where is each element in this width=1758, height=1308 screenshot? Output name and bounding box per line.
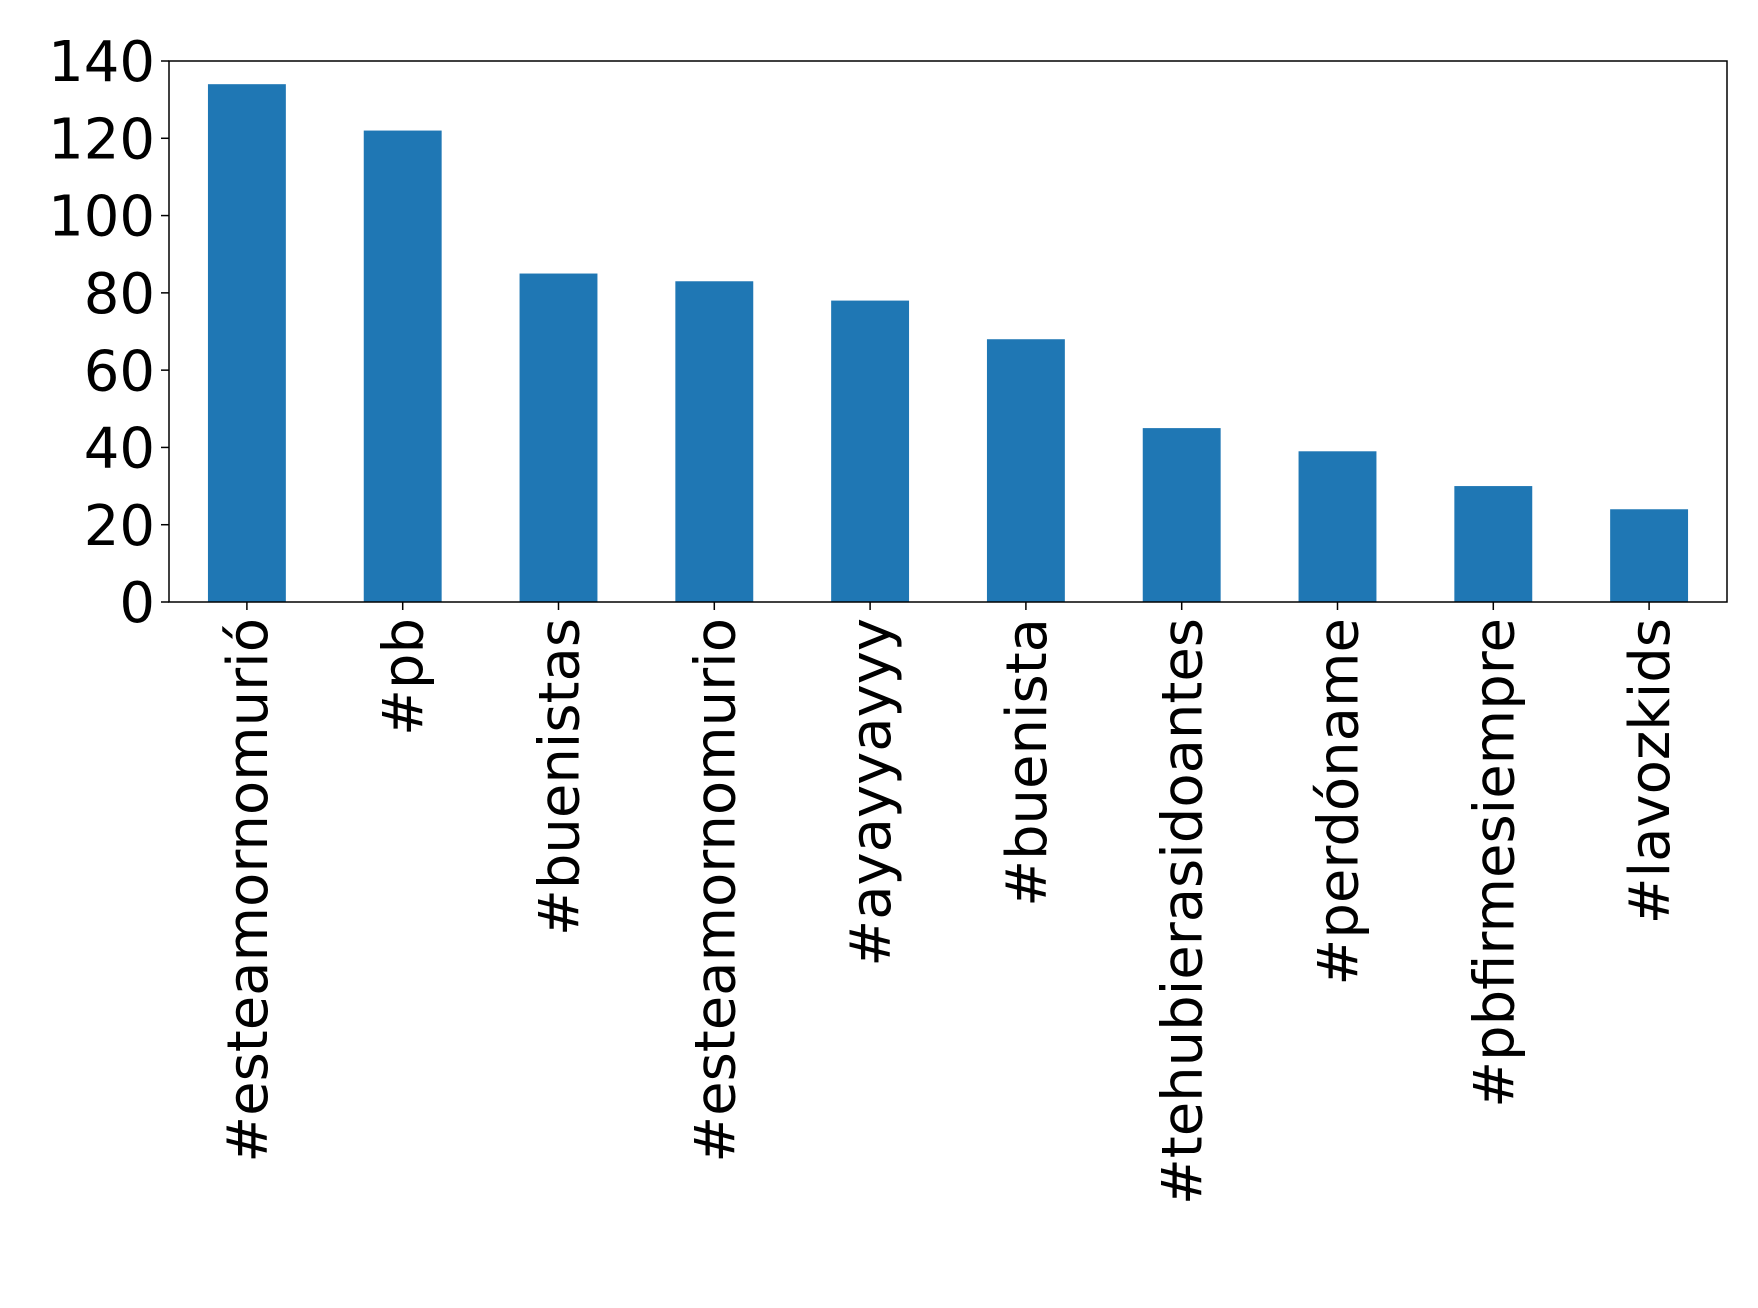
y-tick-label: 80 <box>84 262 155 327</box>
y-tick-label: 120 <box>48 107 155 172</box>
y-axis: 0 20 40 60 80 100 120 140 <box>48 30 169 636</box>
x-tick-label: #pbfirmesiempre <box>1462 618 1527 1108</box>
bar <box>1298 451 1377 602</box>
x-tick-label: #tehubierasidoantes <box>1151 618 1216 1205</box>
bar <box>675 281 754 602</box>
x-tick-label: #ayayyayyy <box>839 618 904 967</box>
x-tick-label: #lavozkids <box>1618 618 1683 924</box>
plot-area-frame <box>168 60 1728 603</box>
y-tick-label: 40 <box>84 417 155 482</box>
y-tick-label: 100 <box>48 185 155 250</box>
bar <box>1142 428 1221 602</box>
x-tick-label: #buenista <box>995 618 1060 907</box>
x-tick-label: #perdóname <box>1307 618 1372 986</box>
bar <box>831 300 910 602</box>
y-tick-label: 0 <box>119 571 155 636</box>
x-tick-label: #esteamornomurio <box>683 618 748 1163</box>
y-tick-label: 60 <box>84 339 155 404</box>
x-tick-label: #pb <box>372 618 437 736</box>
bar <box>986 339 1065 602</box>
bar <box>519 273 598 602</box>
bars-layer <box>207 84 1689 603</box>
bar <box>1454 486 1533 602</box>
y-tick-label: 140 <box>48 30 155 95</box>
y-tick-label: 20 <box>84 494 155 559</box>
x-tick-label: #buenistas <box>528 618 593 936</box>
bar <box>1610 509 1689 602</box>
x-tick-label: #esteamornomurió <box>216 618 281 1163</box>
x-axis: #esteamornomurió #pb #buenistas #esteamorno… <box>216 602 1683 1205</box>
bar <box>363 130 442 603</box>
bar <box>207 84 286 602</box>
